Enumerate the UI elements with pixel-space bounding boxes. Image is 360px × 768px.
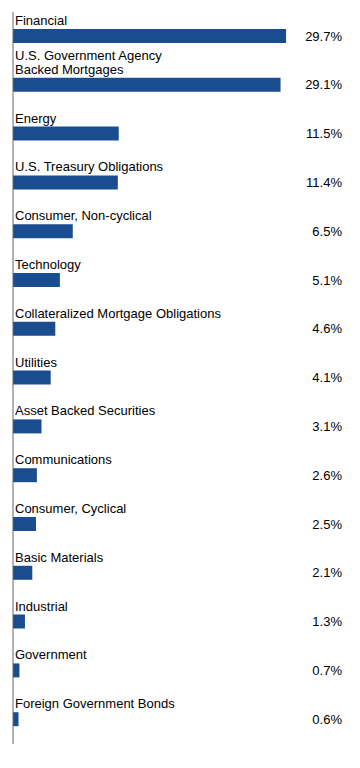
svg-text:Utilities: Utilities (15, 355, 57, 370)
svg-text:Foreign Government Bonds: Foreign Government Bonds (15, 696, 175, 711)
svg-text:11.5%: 11.5% (306, 126, 342, 141)
svg-text:Government: Government (15, 647, 87, 662)
svg-text:Collateralized Mortgage Obliga: Collateralized Mortgage Obligations (15, 306, 221, 321)
svg-text:11.4%: 11.4% (306, 175, 342, 190)
svg-text:Consumer, Cyclical: Consumer, Cyclical (15, 501, 126, 516)
svg-text:2.5%: 2.5% (312, 517, 342, 532)
svg-text:0.7%: 0.7% (312, 663, 342, 678)
svg-text:Communications: Communications (15, 452, 112, 467)
svg-text:Energy: Energy (15, 111, 57, 126)
svg-text:Asset Backed Securities: Asset Backed Securities (15, 403, 156, 418)
svg-text:1.3%: 1.3% (312, 614, 342, 629)
svg-text:2.6%: 2.6% (312, 468, 342, 483)
svg-text:2.1%: 2.1% (312, 565, 342, 580)
svg-text:29.7%: 29.7% (305, 29, 342, 44)
svg-text:29.1%: 29.1% (305, 77, 342, 92)
svg-text:U.S. Treasury Obligations: U.S. Treasury Obligations (15, 159, 164, 174)
svg-text:0.6%: 0.6% (312, 712, 342, 727)
svg-text:Technology: Technology (15, 257, 81, 272)
svg-text:5.1%: 5.1% (312, 273, 342, 288)
svg-text:3.1%: 3.1% (312, 419, 342, 434)
svg-text:4.1%: 4.1% (312, 370, 342, 385)
svg-text:Industrial: Industrial (15, 599, 68, 614)
svg-text:U.S. Government AgencyBacked M: U.S. Government AgencyBacked Mortgages (15, 48, 162, 77)
svg-text:6.5%: 6.5% (312, 224, 342, 239)
svg-text:Basic Materials: Basic Materials (15, 550, 104, 565)
svg-text:4.6%: 4.6% (312, 321, 342, 336)
svg-text:Financial: Financial (15, 13, 67, 28)
svg-text:Consumer, Non-cyclical: Consumer, Non-cyclical (15, 208, 152, 223)
